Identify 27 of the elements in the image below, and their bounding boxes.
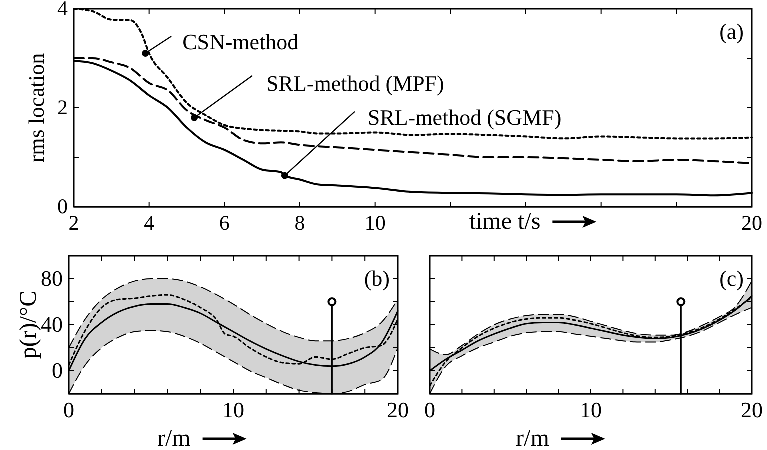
x-tick-label: 20 bbox=[741, 398, 763, 423]
annotation: (a) bbox=[720, 19, 744, 44]
annotation: (b) bbox=[364, 266, 390, 291]
annotation: SRL-method (SGMF) bbox=[368, 104, 562, 130]
x-tick-label: 4 bbox=[144, 210, 156, 235]
x-tick-label: 20 bbox=[742, 210, 762, 235]
x-tick-label: 20 bbox=[387, 398, 409, 423]
y-tick-label: 40 bbox=[41, 312, 63, 338]
x-axis-title: r/m bbox=[516, 426, 550, 450]
y-axis-title: p(r)/°C bbox=[16, 290, 42, 360]
annotation: (c) bbox=[720, 266, 744, 291]
y-tick-label: 0 bbox=[52, 358, 63, 384]
x-tick-label: 8 bbox=[294, 210, 306, 235]
y-tick-label: 0 bbox=[58, 194, 68, 219]
x-tick-label: 10 bbox=[364, 210, 386, 235]
y-tick-label: 80 bbox=[41, 266, 63, 292]
annotation: CSN-method bbox=[182, 30, 299, 55]
x-axis-title: time t/s bbox=[469, 209, 541, 235]
x-axis-title: r/m bbox=[157, 426, 192, 450]
y-tick-label: 4 bbox=[58, 0, 68, 21]
x-tick-label: 0 bbox=[424, 398, 436, 423]
y-tick-label: 2 bbox=[58, 96, 68, 120]
x-tick-label: 10 bbox=[222, 398, 244, 423]
annotation: SRL-method (MPF) bbox=[266, 70, 444, 96]
x-tick-label: 10 bbox=[580, 398, 602, 423]
x-tick-label: 6 bbox=[219, 210, 230, 235]
y-axis-title: rms location bbox=[24, 53, 49, 163]
